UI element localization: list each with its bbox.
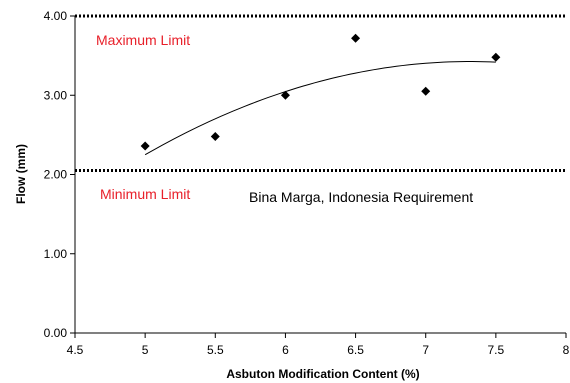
trendline-layer	[144, 61, 496, 156]
trendline	[144, 61, 496, 156]
x-tick-label: 8	[563, 343, 570, 357]
y-tick-label: 2.00	[44, 168, 68, 182]
maximum-limit-label: Maximum Limit	[96, 32, 190, 48]
x-tick-label: 4.5	[67, 343, 84, 357]
y-axis-title: Flow (mm)	[14, 144, 28, 204]
x-tick-label: 7.5	[488, 343, 505, 357]
data-point	[491, 52, 501, 62]
data-point	[210, 131, 220, 141]
x-axis-title: Asbuton Modification Content (%)	[226, 367, 419, 381]
y-tick-label: 1.00	[44, 247, 68, 261]
x-tick-label: 7	[422, 343, 429, 357]
data-point	[280, 90, 290, 100]
y-tick-label: 3.00	[44, 88, 68, 102]
minimum-limit-label: Minimum Limit	[100, 186, 190, 202]
data-point	[351, 33, 361, 43]
x-tick-label: 6	[282, 343, 289, 357]
limit-lines	[75, 14, 566, 173]
x-tick-label: 6.5	[347, 343, 364, 357]
plot-frame	[74, 16, 566, 334]
x-axis-ticks: 4.5 5 5.5 6 6.5 7 7.5 8	[67, 333, 570, 357]
x-tick-label: 5.5	[207, 343, 224, 357]
y-axis-ticks: 0.00 1.00 2.00 3.00 4.00	[44, 9, 75, 340]
data-points	[140, 33, 501, 151]
x-tick-label: 5	[142, 343, 149, 357]
y-tick-label: 4.00	[44, 9, 68, 23]
data-point	[421, 86, 431, 96]
y-tick-label: 0.00	[44, 326, 68, 340]
requirement-annotation: Bina Marga, Indonesia Requirement	[249, 189, 473, 205]
data-point	[140, 141, 150, 151]
